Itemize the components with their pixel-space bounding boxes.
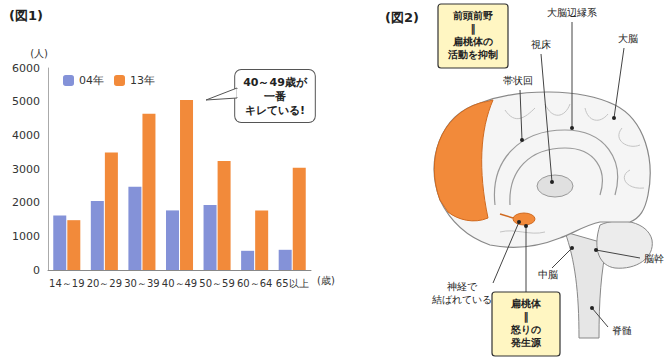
svg-text:扁桃体: 扁桃体 [510, 298, 542, 309]
svg-text:0: 0 [33, 264, 40, 277]
svg-text:20～29: 20～29 [87, 278, 122, 289]
svg-text:帯状回: 帯状回 [503, 75, 533, 86]
svg-text:40～49歳が: 40～49歳が [243, 76, 308, 89]
svg-text:(歳): (歳) [317, 275, 335, 286]
svg-text:1000: 1000 [12, 230, 40, 243]
svg-text:大脳辺縁系: 大脳辺縁系 [547, 7, 597, 18]
svg-text:6000: 6000 [12, 62, 40, 75]
svg-text:結ばれている: 結ばれている [431, 294, 492, 305]
svg-text:一番: 一番 [264, 90, 286, 103]
svg-text:65以上: 65以上 [276, 278, 309, 289]
svg-text:(人): (人) [30, 48, 48, 59]
svg-text:4000: 4000 [12, 129, 40, 142]
svg-text:活動を抑制: 活動を抑制 [447, 49, 498, 60]
svg-text:大脳: 大脳 [618, 33, 638, 44]
svg-text:キレている!: キレている! [245, 104, 305, 117]
svg-text:(図1): (図1) [9, 8, 43, 23]
svg-text:‖: ‖ [471, 23, 476, 35]
svg-text:中脳: 中脳 [538, 269, 558, 280]
svg-text:発生源: 発生源 [510, 337, 542, 348]
svg-text:13年: 13年 [130, 74, 155, 87]
svg-text:扁桃体の: 扁桃体の [452, 36, 493, 47]
svg-text:脳幹: 脳幹 [644, 253, 664, 264]
svg-text:脊髄: 脊髄 [612, 325, 632, 336]
svg-text:神経で: 神経で [447, 281, 478, 292]
svg-text:‖: ‖ [524, 311, 529, 323]
svg-text:(図2): (図2) [385, 10, 419, 25]
svg-text:3000: 3000 [12, 163, 40, 176]
svg-text:04年: 04年 [79, 74, 104, 87]
svg-text:視床: 視床 [531, 39, 551, 50]
svg-text:2000: 2000 [12, 196, 40, 209]
svg-text:5000: 5000 [12, 95, 40, 108]
svg-text:14～19: 14～19 [49, 278, 84, 289]
svg-text:40～49: 40～49 [162, 278, 197, 289]
svg-text:怒りの: 怒りの [510, 324, 541, 335]
svg-text:60～64: 60～64 [237, 278, 272, 289]
svg-text:30～39: 30～39 [124, 278, 159, 289]
svg-text:前頭前野: 前頭前野 [452, 10, 493, 21]
svg-text:50～59: 50～59 [199, 278, 234, 289]
